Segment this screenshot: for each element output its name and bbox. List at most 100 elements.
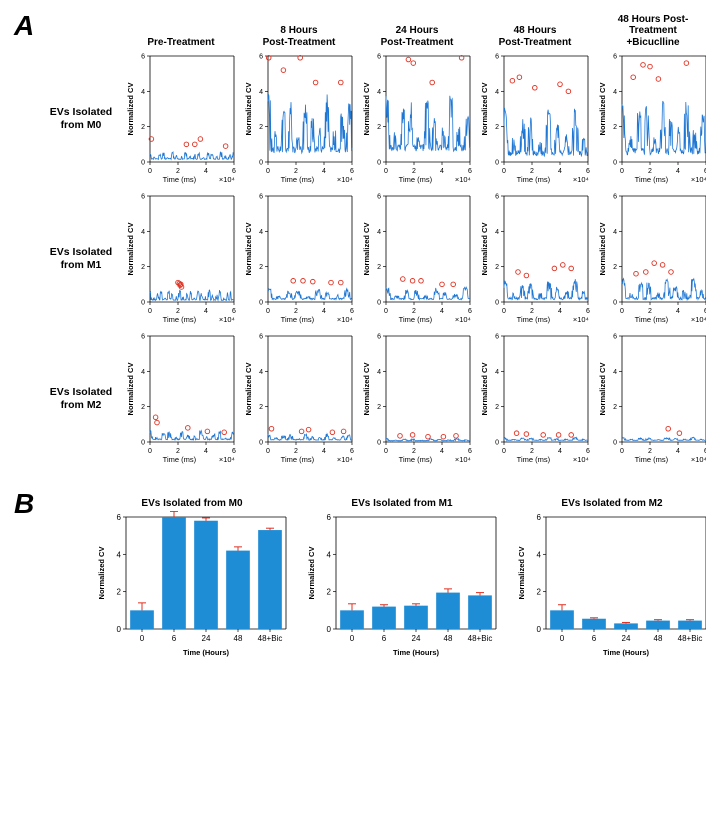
svg-text:4: 4 [676, 168, 680, 175]
peak-marker [184, 142, 189, 147]
peak-marker [313, 80, 318, 85]
peak-marker [330, 430, 335, 435]
svg-text:Normalized CV: Normalized CV [126, 83, 135, 136]
peak-marker [153, 415, 158, 420]
svg-text:2: 2 [327, 588, 332, 597]
trace-line [386, 287, 470, 299]
svg-text:Normalized CV: Normalized CV [362, 83, 371, 136]
svg-text:2: 2 [613, 404, 617, 411]
peak-marker [641, 63, 646, 68]
line-chart: 02460246Time (ms)×10⁴Normalized CV [242, 190, 356, 328]
peak-marker [339, 280, 344, 285]
svg-text:4: 4 [204, 308, 208, 315]
trace-line [622, 437, 706, 440]
peak-marker [684, 61, 689, 66]
svg-text:6: 6 [232, 448, 236, 455]
col-header: 8 Hours Post-Treatment [242, 16, 356, 48]
svg-text:0: 0 [259, 440, 263, 447]
trace-line [622, 101, 706, 155]
svg-text:Time (ms): Time (ms) [517, 315, 551, 324]
svg-text:4: 4 [558, 308, 562, 315]
svg-text:Time (ms): Time (ms) [517, 455, 551, 464]
svg-text:2: 2 [377, 264, 381, 271]
svg-text:4: 4 [141, 89, 145, 96]
svg-text:Time (ms): Time (ms) [635, 455, 669, 464]
peak-marker [339, 80, 344, 85]
svg-text:Time (Hours): Time (Hours) [183, 648, 230, 657]
svg-text:2: 2 [294, 448, 298, 455]
bar [582, 619, 606, 629]
svg-text:24: 24 [412, 634, 421, 643]
svg-text:2: 2 [648, 308, 652, 315]
peak-marker [205, 429, 210, 434]
svg-text:0: 0 [148, 308, 152, 315]
svg-text:4: 4 [322, 168, 326, 175]
line-chart: 02460246Time (ms)×10⁴Normalized CV [242, 330, 356, 468]
bar-chart-svg: 0246Normalized CV06244848+BicTime (Hours… [302, 511, 502, 661]
svg-text:Normalized CV: Normalized CV [598, 83, 607, 136]
svg-text:48: 48 [444, 634, 453, 643]
svg-text:Normalized CV: Normalized CV [362, 363, 371, 416]
bar [162, 517, 186, 629]
svg-text:×10⁴: ×10⁴ [219, 315, 235, 324]
bar [194, 521, 218, 629]
svg-text:2: 2 [377, 404, 381, 411]
svg-text:2: 2 [530, 308, 534, 315]
svg-text:0: 0 [266, 448, 270, 455]
trace-line [150, 152, 234, 160]
svg-text:6: 6 [259, 194, 263, 201]
peak-marker [281, 68, 286, 73]
line-chart: 02460246Time (ms)×10⁴Normalized CV [124, 50, 238, 188]
svg-text:48+Bic: 48+Bic [258, 634, 283, 643]
svg-text:48+Bic: 48+Bic [468, 634, 493, 643]
svg-text:6: 6 [259, 54, 263, 61]
chart-svg: 02460246Time (ms)×10⁴Normalized CV [596, 190, 706, 328]
svg-text:×10⁴: ×10⁴ [573, 315, 589, 324]
trace-line [504, 279, 588, 300]
peak-marker [533, 86, 538, 91]
peak-marker [677, 431, 682, 436]
row-label: EVs Isolated from M0 [42, 50, 120, 188]
peak-marker [430, 80, 435, 85]
svg-text:Time (ms): Time (ms) [399, 175, 433, 184]
svg-text:6: 6 [141, 334, 145, 341]
svg-text:Normalized CV: Normalized CV [598, 223, 607, 276]
svg-text:Normalized CV: Normalized CV [517, 547, 526, 600]
svg-text:6: 6 [586, 168, 590, 175]
peak-marker [524, 273, 529, 278]
svg-text:×10⁴: ×10⁴ [573, 175, 589, 184]
bar [678, 621, 702, 629]
svg-text:Normalized CV: Normalized CV [244, 363, 253, 416]
peak-marker [440, 282, 445, 287]
bar [404, 606, 428, 629]
svg-text:×10⁴: ×10⁴ [691, 315, 706, 324]
svg-text:6: 6 [117, 513, 122, 522]
col-header: 48 Hours Post-Treatment [478, 16, 592, 48]
svg-text:2: 2 [613, 124, 617, 131]
svg-text:6: 6 [586, 448, 590, 455]
svg-text:4: 4 [259, 89, 263, 96]
svg-text:0: 0 [495, 440, 499, 447]
svg-text:Time (ms): Time (ms) [163, 315, 197, 324]
peak-marker [648, 64, 653, 69]
peak-marker [541, 433, 546, 438]
chart-svg: 02460246Time (ms)×10⁴Normalized CV [596, 330, 706, 468]
svg-text:4: 4 [676, 308, 680, 315]
bar [646, 621, 670, 629]
corner-spacer [42, 16, 120, 48]
peak-marker [634, 271, 639, 276]
svg-text:2: 2 [294, 308, 298, 315]
chart-svg: 02460246Time (ms)×10⁴Normalized CV [242, 50, 356, 188]
col-header: 48 Hours Post-Treatment +Bicuclline [596, 16, 706, 48]
svg-text:6: 6 [377, 334, 381, 341]
svg-text:24: 24 [622, 634, 631, 643]
svg-text:Normalized CV: Normalized CV [480, 223, 489, 276]
bar [340, 610, 364, 629]
peak-marker [644, 270, 649, 275]
line-chart: 02460246Time (ms)×10⁴Normalized CV [478, 190, 592, 328]
svg-text:6: 6 [232, 168, 236, 175]
trace-line [150, 290, 234, 300]
peak-marker [524, 432, 529, 437]
trace-line [268, 434, 352, 440]
peak-marker [656, 77, 661, 82]
